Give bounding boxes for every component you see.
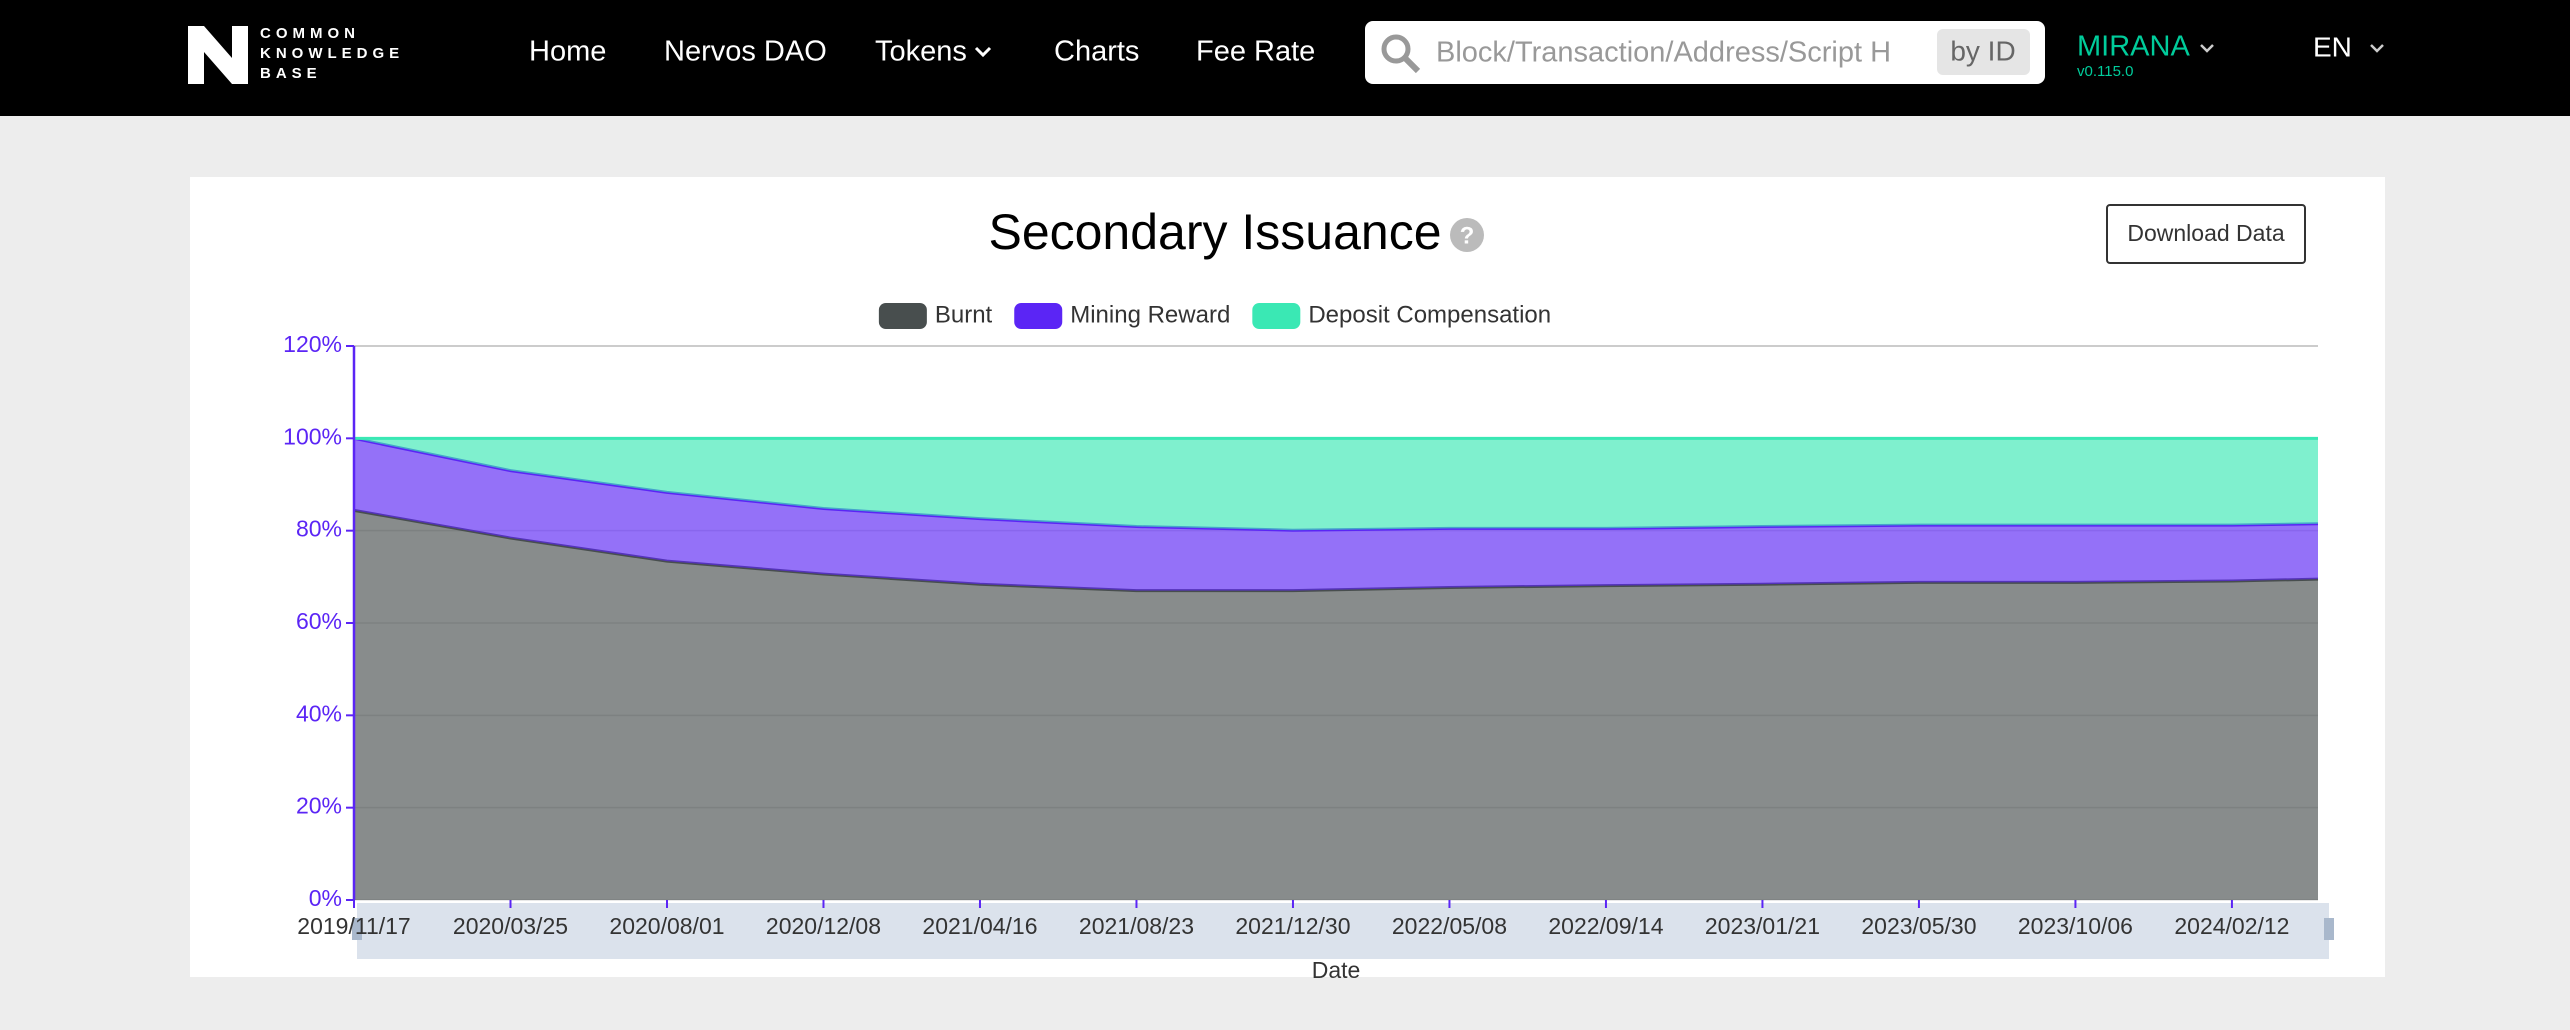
y-tick-label: 0% bbox=[309, 885, 342, 911]
x-tick-label: 2021/08/23 bbox=[1079, 913, 1194, 939]
nav-link[interactable]: Fee Rate bbox=[1196, 36, 1315, 68]
search-placeholder: Block/Transaction/Address/Script H bbox=[1436, 37, 1891, 69]
dropdown-arrow bbox=[974, 46, 992, 58]
legend-swatch bbox=[878, 303, 927, 329]
x-tick-label: 2022/09/14 bbox=[1548, 913, 1663, 939]
legend-swatch bbox=[1252, 303, 1301, 329]
chart-title: Secondary Issuance bbox=[988, 204, 1441, 260]
search-button[interactable] bbox=[1937, 29, 2030, 75]
y-tick-label: 20% bbox=[296, 793, 342, 819]
search-icon bbox=[1402, 55, 1421, 74]
y-tick-label: 60% bbox=[296, 608, 342, 634]
area bbox=[354, 438, 2318, 591]
zoom-handle bbox=[352, 918, 362, 940]
help-icon-mark: ? bbox=[1460, 222, 1475, 249]
nav-link[interactable]: Charts bbox=[1054, 36, 1139, 68]
x-tick-label: 2024/02/12 bbox=[2174, 913, 2289, 939]
y-tick-label: 80% bbox=[296, 516, 342, 542]
logo-mark bbox=[188, 26, 248, 84]
zoom-handle bbox=[2324, 918, 2334, 940]
x-tick-label: 2021/12/30 bbox=[1235, 913, 1350, 939]
download-button[interactable] bbox=[2106, 204, 2306, 264]
search-icon bbox=[1381, 34, 1411, 64]
search-box[interactable] bbox=[1365, 21, 2045, 84]
x-tick-label: 2020/03/25 bbox=[453, 913, 568, 939]
nav-link[interactable]: Tokens bbox=[875, 36, 967, 68]
dropdown-arrow bbox=[2370, 44, 2384, 53]
legend-swatch bbox=[1014, 303, 1063, 329]
x-axis-label: Date bbox=[1312, 957, 1361, 983]
x-tick-label: 2019/11/17 bbox=[297, 913, 410, 939]
version: v0.115.0 bbox=[2077, 63, 2133, 80]
nav-link[interactable]: Nervos DAO bbox=[664, 36, 827, 68]
x-tick-label: 2023/05/30 bbox=[1861, 913, 1976, 939]
logo-text: COMMON bbox=[260, 25, 360, 42]
x-tick-label: 2022/05/08 bbox=[1392, 913, 1507, 939]
x-tick-label: 2021/04/16 bbox=[922, 913, 1037, 939]
x-tick-label: 2023/10/06 bbox=[2018, 913, 2133, 939]
area bbox=[354, 510, 2318, 900]
y-tick-label: 100% bbox=[283, 423, 342, 449]
download-button-label: Download Data bbox=[2127, 220, 2284, 246]
x-tick-label: 2023/01/21 bbox=[1705, 913, 1820, 939]
legend-label: Burnt bbox=[935, 301, 993, 328]
logo-text: KNOWLEDGE bbox=[260, 45, 404, 62]
language[interactable]: EN bbox=[2313, 31, 2352, 62]
nav-link[interactable]: Home bbox=[529, 36, 606, 68]
x-tick-label: 2020/12/08 bbox=[766, 913, 881, 939]
zoom-slider bbox=[357, 903, 2329, 959]
x-tick-label: 2020/08/01 bbox=[609, 913, 724, 939]
area bbox=[354, 438, 2318, 531]
legend-label: Mining Reward bbox=[1070, 301, 1230, 328]
logo-text: BASE bbox=[260, 65, 322, 82]
chart: Burnt Mining Reward Deposit Compensation 0%… bbox=[283, 301, 2334, 983]
legend-label: Deposit Compensation bbox=[1308, 301, 1551, 328]
network[interactable]: MIRANA bbox=[2077, 31, 2190, 63]
header-bar bbox=[0, 0, 2570, 116]
dropdown-arrow bbox=[2200, 44, 2214, 53]
y-tick-label: 120% bbox=[283, 331, 342, 357]
search-button-label: by ID bbox=[1950, 35, 2015, 66]
help-icon[interactable] bbox=[1450, 218, 1484, 252]
y-tick-label: 40% bbox=[296, 700, 342, 726]
